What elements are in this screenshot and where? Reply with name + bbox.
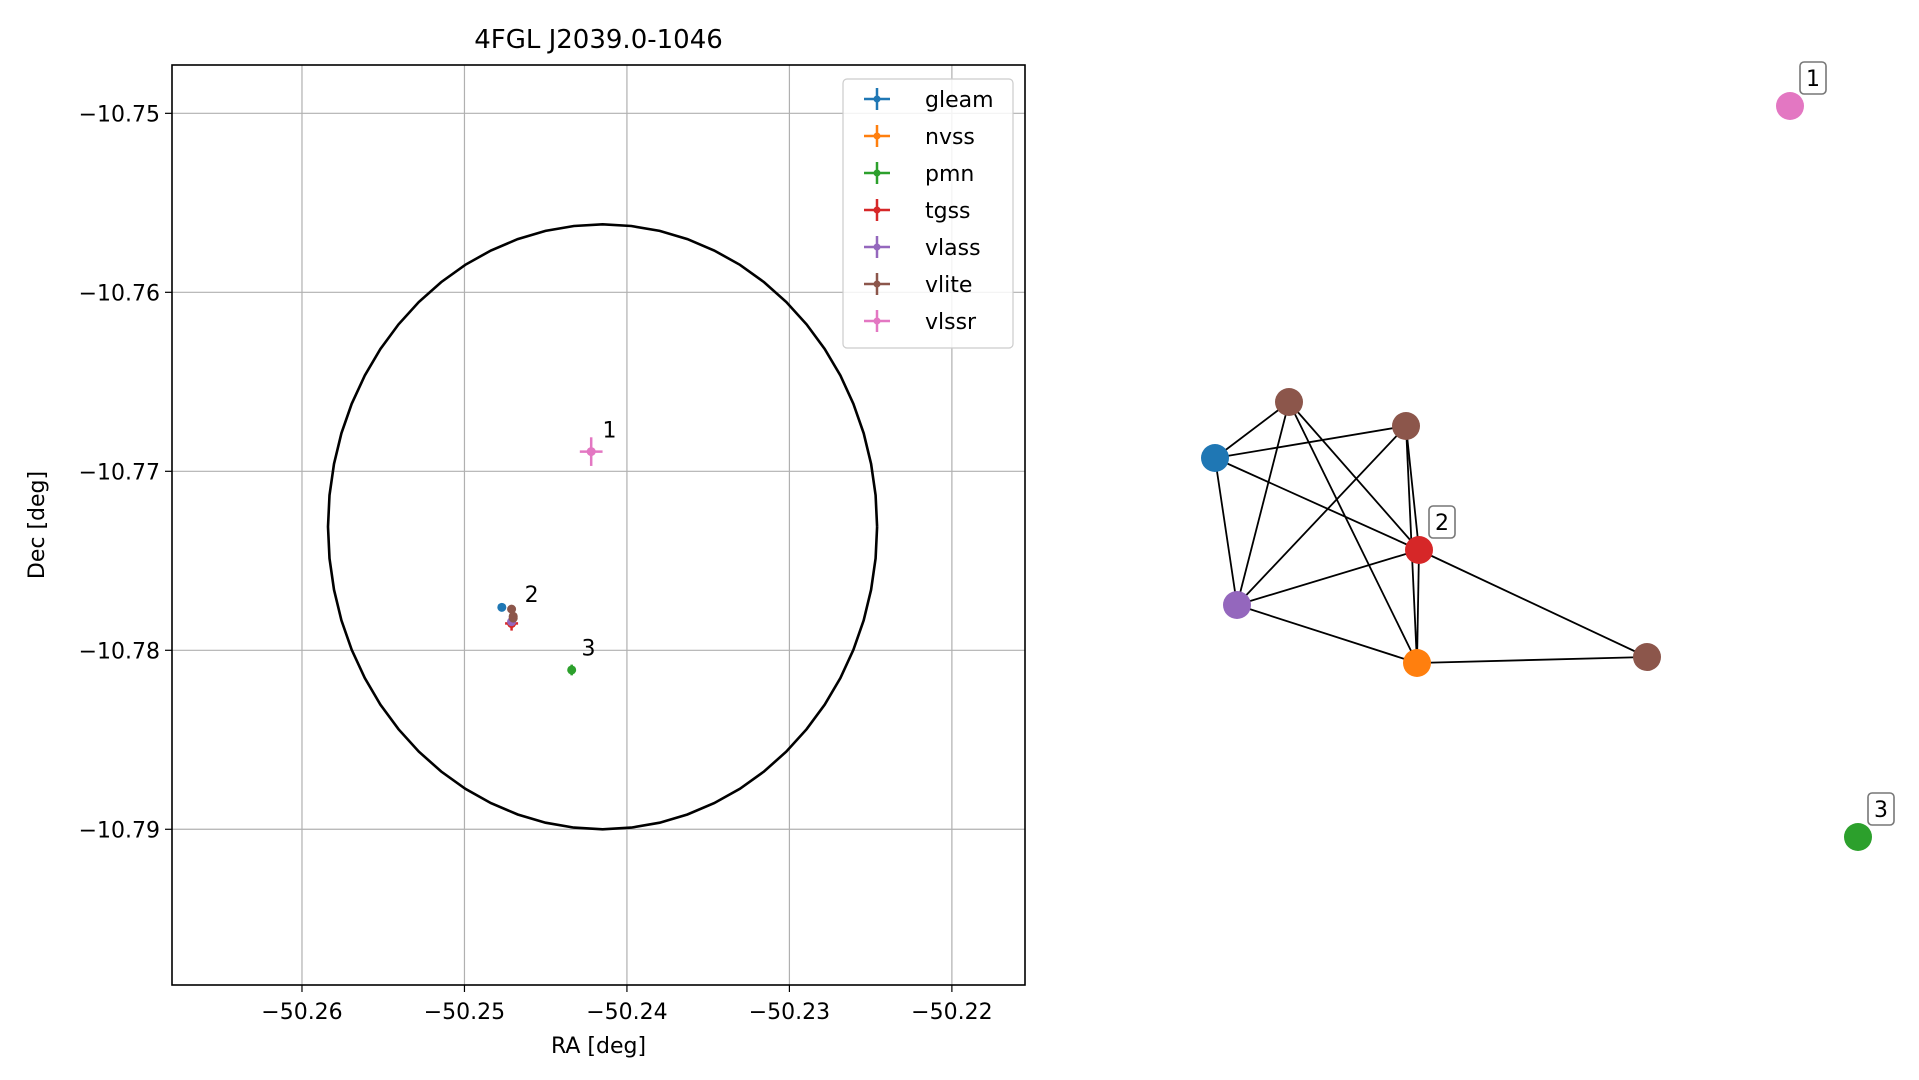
legend: gleam nvss pmn tgss vlass vlite vlssr: [842, 78, 1014, 349]
node-vlass: [1223, 591, 1251, 619]
ticks: −50.26 −50.25 −50.24 −50.23 −50.22 −10.75 −10.…: [79, 102, 993, 1025]
x-tick-label: −50.22: [911, 1000, 992, 1025]
legend-entry-pmn: pmn: [864, 162, 974, 187]
chart-title: 4FGL J2039.0-1046: [474, 25, 723, 55]
legend-label: pmn: [925, 162, 974, 187]
label-box: [1867, 792, 1895, 826]
legend-marker: [873, 206, 881, 214]
label-box: [1428, 505, 1456, 539]
label-text: 2: [1435, 511, 1449, 536]
marker: [586, 447, 596, 457]
y-tick-label: −10.79: [79, 818, 160, 843]
y-axis-label: Dec [deg]: [25, 471, 50, 579]
grid: [172, 65, 1025, 985]
legend-box: [842, 78, 1014, 349]
edge: [1288, 401, 1418, 664]
legend-marker: [873, 95, 881, 103]
legend-marker: [873, 132, 881, 140]
node-pmn: [1844, 823, 1872, 851]
edge: [1416, 549, 1420, 664]
x-tick-label: −50.26: [261, 1000, 342, 1025]
node-gleam: [1201, 444, 1229, 472]
label-box: [1799, 61, 1827, 95]
scatter-panel: 1 2 3 −50.26 −50.25 −50.24 −50.23 −50.22 −10.75…: [25, 25, 1026, 1059]
edge: [1214, 457, 1420, 551]
search-circle-outline: [326, 222, 879, 831]
label-text: 1: [1806, 67, 1820, 92]
legend-label: vlass: [925, 236, 981, 261]
network-nodes: [1201, 92, 1872, 851]
network-labels: 1 2 3: [1428, 61, 1895, 826]
edge: [1236, 401, 1290, 606]
legend-entry-gleam: gleam: [864, 88, 994, 113]
legend-entry-vlite: vlite: [864, 273, 972, 298]
edge: [1288, 401, 1420, 551]
edge: [1236, 549, 1420, 606]
edge: [1418, 549, 1648, 658]
legend-marker: [873, 169, 881, 177]
legend-label: nvss: [925, 125, 975, 150]
marker: [497, 602, 507, 612]
edge: [1214, 425, 1407, 459]
point-gleam: [497, 602, 507, 612]
node-nvss: [1403, 649, 1431, 677]
y-tick-label: −10.78: [79, 639, 160, 664]
edge: [1236, 425, 1407, 606]
point-vlssr: [579, 437, 603, 466]
legend-marker: [873, 317, 881, 325]
annotations: 1 2 3: [525, 418, 617, 661]
edge: [1236, 604, 1418, 664]
y-tick-label: −10.75: [79, 102, 160, 127]
network-panel: 1 2 3: [1201, 61, 1895, 851]
edge: [1214, 401, 1290, 459]
legend-entry-vlass: vlass: [864, 236, 981, 261]
legend-label: vlssr: [925, 310, 977, 335]
legend-marker: [873, 280, 881, 288]
annotation-label: 3: [581, 637, 595, 662]
marker: [508, 613, 518, 623]
network-label: 2: [1428, 505, 1456, 539]
marker: [507, 604, 517, 614]
annotation-label: 1: [603, 418, 617, 443]
node-vlssr: [1776, 92, 1804, 120]
axes-frame: [171, 64, 1026, 986]
point-vlite: [508, 613, 518, 623]
data-points: [497, 437, 603, 676]
point-vlite: [507, 604, 517, 614]
y-tick-label: −10.77: [79, 460, 160, 485]
x-tick-label: −50.23: [749, 1000, 830, 1025]
x-tick-label: −50.25: [424, 1000, 505, 1025]
legend-entry-tgss: tgss: [864, 199, 971, 224]
legend-entry-vlssr: vlssr: [864, 310, 977, 335]
legend-label: tgss: [925, 199, 971, 224]
node-vlite_c: [1633, 643, 1661, 671]
y-tick-label: −10.76: [79, 281, 160, 306]
x-axis-label: RA [deg]: [551, 1034, 646, 1059]
edge: [1214, 457, 1238, 606]
legend-label: gleam: [925, 88, 994, 113]
point-pmn: [567, 664, 577, 676]
legend-entry-nvss: nvss: [864, 125, 975, 150]
legend-label: vlite: [925, 273, 972, 298]
edge: [1416, 656, 1648, 664]
node-tgss: [1405, 536, 1433, 564]
search-circle: [326, 222, 879, 831]
network-label: 1: [1799, 61, 1827, 95]
edge: [1405, 425, 1420, 551]
label-text: 3: [1874, 798, 1888, 823]
legend-marker: [873, 243, 881, 251]
x-tick-label: −50.24: [586, 1000, 667, 1025]
node-vlite_b: [1392, 412, 1420, 440]
annotation-label: 2: [525, 583, 539, 608]
marker: [567, 665, 577, 675]
node-vlite_a: [1275, 388, 1303, 416]
network-label: 3: [1867, 792, 1895, 826]
